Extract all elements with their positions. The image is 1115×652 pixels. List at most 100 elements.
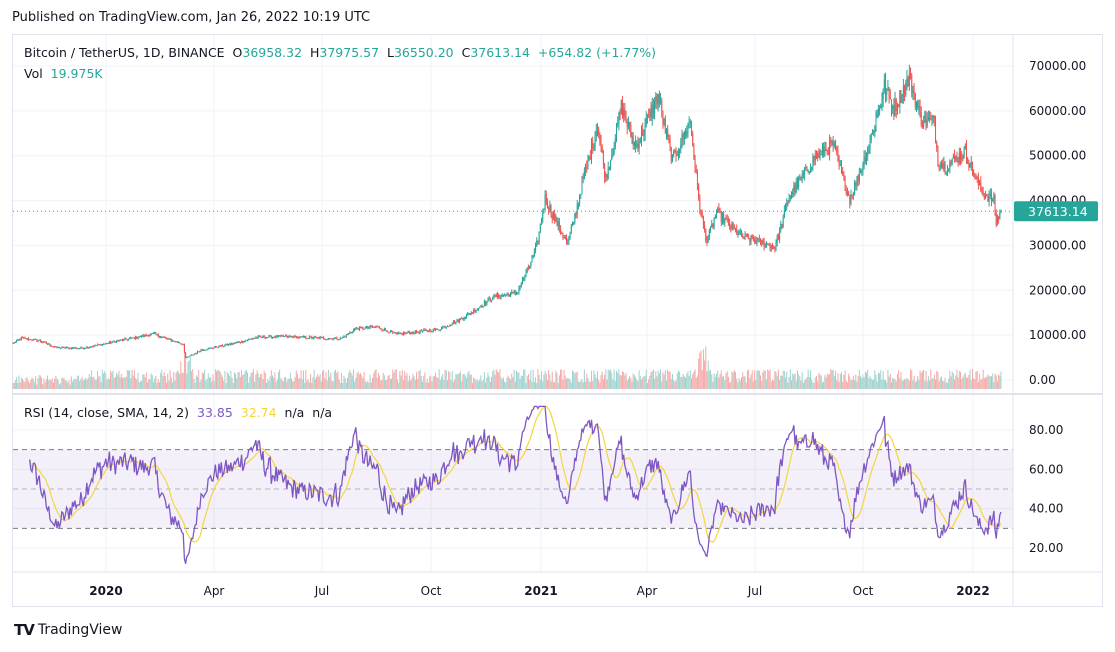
brand-name[interactable]: TradingView xyxy=(37,622,123,638)
candle-body xyxy=(757,238,759,240)
candle-body xyxy=(132,337,134,339)
last-price-badge[interactable] xyxy=(1014,201,1098,222)
candle-body xyxy=(176,342,178,344)
volume-label[interactable]: Vol xyxy=(24,66,43,81)
volume-bar xyxy=(676,372,678,389)
volume-bar xyxy=(823,381,825,389)
candle-body xyxy=(840,164,842,171)
price-axis-tick: 10000.00 xyxy=(1029,328,1086,342)
candle-body xyxy=(113,341,115,343)
candle-body xyxy=(758,238,760,240)
volume-bar xyxy=(681,376,683,389)
candle-body xyxy=(505,294,507,296)
candle-body xyxy=(649,109,651,117)
candle-body xyxy=(829,140,831,155)
rsi-title[interactable]: RSI (14, close, SMA, 14, 2) xyxy=(24,405,190,420)
tradingview-logo-icon[interactable]: TV xyxy=(14,621,35,639)
volume-bar xyxy=(583,369,585,389)
volume-bar xyxy=(706,371,708,389)
volume-bar xyxy=(668,371,670,389)
candle-body xyxy=(551,214,553,219)
volume-bar xyxy=(75,379,77,389)
rsi-axis-tick: 20.00 xyxy=(1029,541,1063,555)
volume-bar xyxy=(550,381,552,389)
candle-body xyxy=(804,167,806,175)
volume-bar xyxy=(839,373,841,389)
volume-bar xyxy=(711,374,713,389)
volume-bar xyxy=(100,382,102,389)
candle-body xyxy=(582,177,584,179)
candle-body xyxy=(818,153,820,158)
volume-bar xyxy=(696,375,698,389)
symbol-name[interactable]: Bitcoin / TetherUS, 1D, BINANCE xyxy=(24,45,225,60)
volume-bar xyxy=(227,373,229,389)
candle-body xyxy=(601,147,603,153)
candle-body xyxy=(236,342,238,344)
volume-bar xyxy=(725,373,727,389)
time-axis-tick: Apr xyxy=(204,584,225,598)
candle-body xyxy=(915,102,917,108)
candle-body xyxy=(91,346,93,348)
candle-body xyxy=(596,130,598,132)
price-axis-tick: 50000.00 xyxy=(1029,149,1086,163)
volume-bar xyxy=(18,375,20,389)
candle-body xyxy=(726,218,728,220)
candle-body xyxy=(821,146,823,152)
volume-bar xyxy=(688,375,690,389)
volume-bar xyxy=(683,376,685,389)
candle-body xyxy=(89,346,91,348)
candle-body xyxy=(50,345,52,347)
volume-bar xyxy=(805,379,807,389)
candle-body xyxy=(213,347,215,349)
volume-bar xyxy=(518,372,520,389)
candle-body xyxy=(267,337,269,339)
volume-bar xyxy=(482,379,484,389)
time-axis-tick: 2020 xyxy=(89,584,122,598)
volume-bar xyxy=(919,370,921,389)
candle-body xyxy=(111,342,113,344)
volume-bar xyxy=(860,376,862,389)
volume-bar xyxy=(883,379,885,389)
candle-body xyxy=(817,153,819,159)
candle-body xyxy=(646,115,648,119)
candle-body xyxy=(20,337,22,340)
volume-bar xyxy=(187,361,189,389)
volume-bar xyxy=(223,380,225,389)
candle-body xyxy=(144,334,146,337)
rsi-na-2: n/a xyxy=(312,405,333,420)
candle-body xyxy=(579,194,581,203)
candle-body xyxy=(283,336,285,338)
volume-bar xyxy=(200,379,202,389)
volume-bar xyxy=(798,374,800,389)
candle-body xyxy=(673,151,675,156)
candle-body xyxy=(450,325,452,327)
volume-bar xyxy=(670,378,672,389)
candle-body xyxy=(693,145,695,160)
volume-bar xyxy=(516,370,518,389)
volume-bar xyxy=(252,369,254,389)
volume-bar xyxy=(787,382,789,389)
candle-body xyxy=(636,143,638,147)
volume-bar xyxy=(965,377,967,389)
volume-bar xyxy=(752,381,754,389)
candle-body xyxy=(756,239,758,244)
volume-bar xyxy=(936,371,938,389)
candle-body xyxy=(233,342,235,344)
candle-body xyxy=(281,335,283,337)
volume-bar xyxy=(762,372,764,389)
candle-body xyxy=(232,343,234,345)
volume-bar xyxy=(72,381,74,389)
candle-body xyxy=(989,193,991,196)
candle-body xyxy=(862,164,864,172)
candle-body xyxy=(773,246,775,248)
volume-bar xyxy=(332,381,334,389)
candle-body xyxy=(323,337,325,339)
volume-bar xyxy=(843,374,845,389)
volume-bar xyxy=(314,378,316,389)
volume-bar xyxy=(993,382,995,389)
candle-body xyxy=(992,199,994,202)
volume-bar xyxy=(451,371,453,389)
volume-bar xyxy=(245,369,247,389)
volume-bar xyxy=(957,377,959,389)
